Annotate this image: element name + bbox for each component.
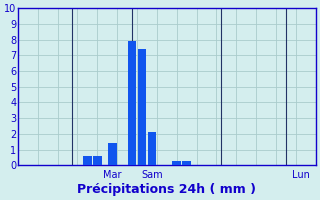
Bar xyxy=(93,156,102,165)
X-axis label: Précipitations 24h ( mm ): Précipitations 24h ( mm ) xyxy=(77,183,256,196)
Bar xyxy=(138,49,146,165)
Bar xyxy=(182,161,191,165)
Bar xyxy=(148,132,156,165)
Bar xyxy=(83,156,92,165)
Bar xyxy=(128,41,136,165)
Bar xyxy=(172,161,181,165)
Bar xyxy=(108,143,116,165)
